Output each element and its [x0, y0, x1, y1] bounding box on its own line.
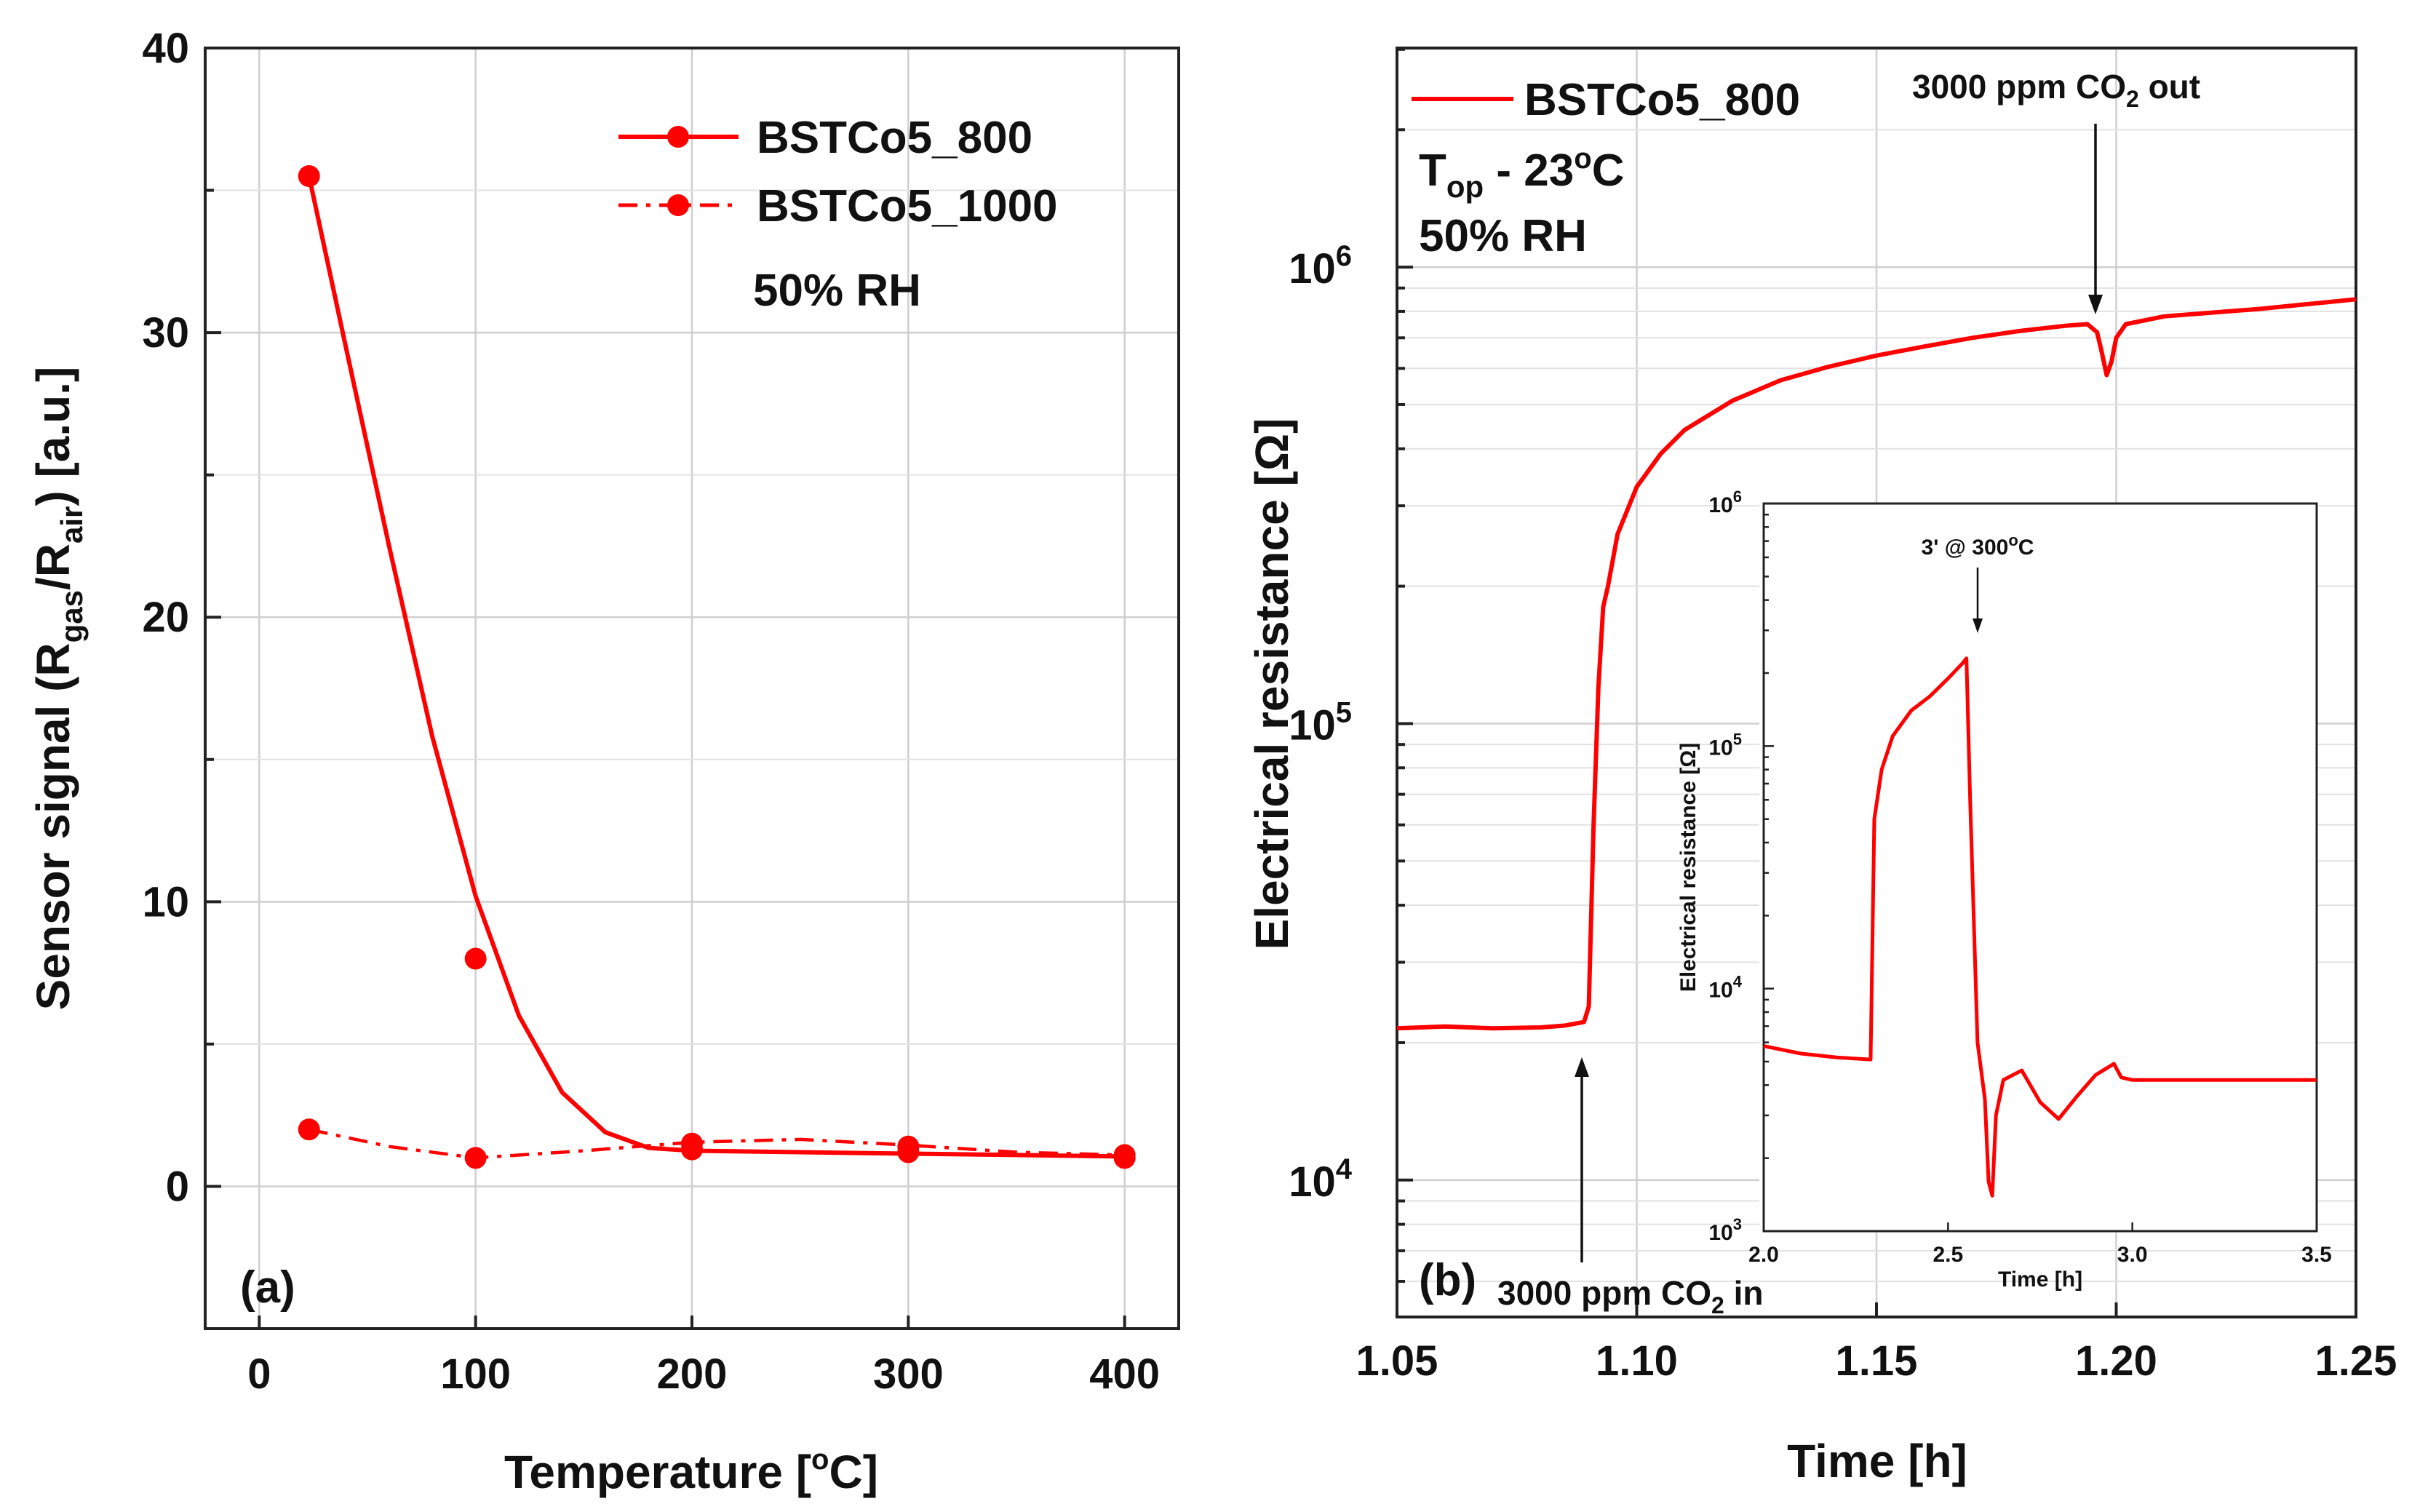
- panel-b: 1.05 1.10 1.15 1.20 1.25 104 105 106 BSTCo5_80…: [1246, 47, 2397, 1487]
- inset-y-tick-label: 106: [1708, 488, 1742, 517]
- inset-background: [1759, 504, 2317, 1233]
- panel-a: 0 100 200 300 400 0 10 20 30 40 BSTCo5_800 BSTCo…: [27, 25, 1180, 1498]
- panel-a-x-tick-label: 0: [247, 1350, 271, 1398]
- panel-a-y-axis-label: Sensor signal (Rgas/Rair) [a.u.]: [27, 367, 89, 1011]
- series-marker-bstco5-1000: [1113, 1144, 1136, 1166]
- panel-b-y-axis-label: Electrical resistance [Ω]: [1246, 418, 1298, 950]
- inset-y-axis-label: Electrical resistance [Ω]: [1676, 743, 1700, 992]
- series-line-bstco5-800: [306, 175, 1125, 1159]
- legend-marker-bstco5-1000: [667, 194, 689, 216]
- inset-series-line: [1763, 656, 2317, 1198]
- inset-annotation: 3' @ 300oC: [1922, 531, 2034, 560]
- panel-a-x-tick-label: 100: [440, 1350, 511, 1398]
- series-line-bstco5-1000: [309, 1128, 1125, 1160]
- panel-a-y-tick-label: 40: [142, 25, 189, 72]
- co2-in-annotation: 3000 ppm CO2 in: [1497, 1274, 1763, 1318]
- legend-marker-bstco5-800: [667, 126, 689, 148]
- panel-b-y-tick-label: 104: [1289, 1153, 1353, 1206]
- inset-annotation-arrowhead: [1973, 618, 1983, 633]
- panel-a-y-tick-label: 30: [142, 309, 189, 357]
- panel-a-y-tick-label: 0: [166, 1163, 189, 1210]
- panel-b-x-axis-label: Time [h]: [1787, 1435, 1967, 1487]
- panel-b-x-tick-label: 1.15: [1836, 1337, 1918, 1385]
- inset-y-tick-label: 103: [1708, 1215, 1742, 1245]
- series-marker-bstco5-1000: [897, 1135, 920, 1158]
- series-marker-bstco5-1000: [681, 1132, 703, 1155]
- inset-chart: 2.0 2.5 3.0 3.5 103 104 105 106 Time [h] Elect…: [1676, 488, 2332, 1292]
- inset-x-tick-label: 2.0: [1748, 1243, 1779, 1267]
- series-marker-bstco5-800: [464, 947, 487, 970]
- panel-b-x-tick-label: 1.05: [1356, 1337, 1438, 1385]
- panel-b-y-tick-label: 105: [1289, 696, 1352, 749]
- operating-temp-label: Top - 23oC: [1419, 143, 1624, 204]
- legend-label-b-bstco5-800: BSTCo5_800: [1524, 75, 1800, 125]
- panel-a-ticks: [205, 47, 1126, 1330]
- inset-series: [1763, 656, 2317, 1198]
- co2-out-arrowhead: [2088, 295, 2103, 314]
- panel-b-label: (b): [1419, 1255, 1476, 1305]
- panel-b-y-tick-labels: 104 105 106: [1289, 240, 1353, 1206]
- series-marker-bstco5-800: [298, 165, 320, 187]
- legend-label-bstco5-1000: BSTCo5_1000: [757, 181, 1058, 231]
- inset-frame: [1762, 502, 2318, 1233]
- inset-x-tick-label: 3.0: [2117, 1243, 2148, 1267]
- inset-ticks: [1762, 514, 2318, 1233]
- panel-b-series: [1396, 297, 2357, 1031]
- series-marker-bstco5-1000: [298, 1118, 320, 1141]
- panel-a-x-tick-labels: 0 100 200 300 400: [247, 1350, 1160, 1398]
- co2-out-annotation: 3000 ppm CO2 out: [1912, 68, 2200, 112]
- series-line-bstco5-800-b: [1396, 297, 2357, 1031]
- panel-b-rh-annotation: 50% RH: [1419, 211, 1587, 261]
- inset-x-tick-label: 3.5: [2301, 1243, 2332, 1267]
- panel-a-y-tick-label: 10: [142, 878, 189, 926]
- co2-in-arrowhead: [1575, 1057, 1589, 1077]
- legend-label-bstco5-800: BSTCo5_800: [757, 113, 1032, 163]
- panel-a-rh-annotation: 50% RH: [753, 266, 921, 316]
- panel-b-x-tick-label: 1.25: [2315, 1337, 2397, 1385]
- panel-a-x-tick-label: 200: [657, 1350, 728, 1398]
- panel-a-y-tick-labels: 0 10 20 30 40: [142, 25, 189, 1210]
- inset-x-tick-label: 2.5: [1933, 1243, 1963, 1267]
- series-marker-bstco5-1000: [464, 1147, 487, 1169]
- inset-y-tick-label: 105: [1708, 730, 1742, 760]
- panel-b-x-tick-label: 1.20: [2075, 1337, 2157, 1385]
- panel-a-x-axis-label: Temperature [oC]: [504, 1444, 878, 1498]
- inset-x-axis-label: Time [h]: [1998, 1268, 2082, 1292]
- panel-b-x-tick-label: 1.10: [1596, 1337, 1678, 1385]
- panel-a-series: [298, 165, 1136, 1169]
- panel-a-y-tick-label: 20: [142, 594, 189, 641]
- panel-b-y-tick-label: 106: [1289, 240, 1352, 293]
- panel-a-label: (a): [240, 1262, 295, 1313]
- inset-y-tick-label: 104: [1708, 973, 1742, 1003]
- panel-a-x-tick-label: 400: [1089, 1350, 1160, 1398]
- panel-b-ticks: [1396, 47, 2357, 1317]
- panel-a-grid: [205, 48, 1179, 1329]
- inset-x-tick-labels: 2.0 2.5 3.0 3.5: [1748, 1243, 2332, 1267]
- panel-b-x-tick-labels: 1.05 1.10 1.15 1.20 1.25: [1356, 1337, 2397, 1385]
- panel-a-x-tick-label: 300: [873, 1350, 944, 1398]
- inset-y-tick-labels: 103 104 105 106: [1708, 488, 1742, 1245]
